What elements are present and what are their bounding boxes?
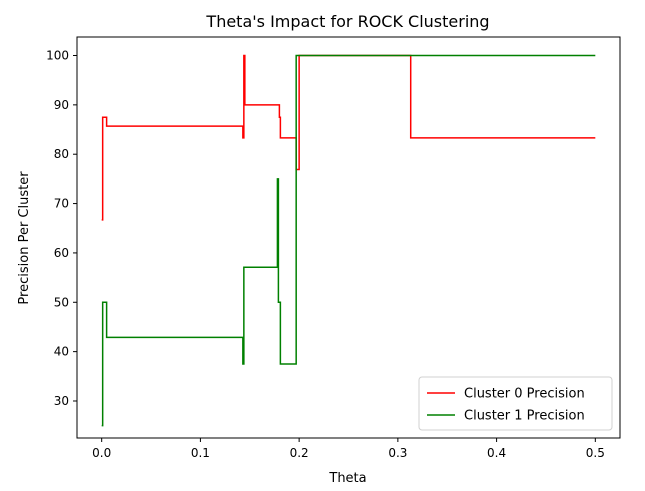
series-line-cluster-1 — [101, 54, 596, 427]
y-tick-label: 30 — [54, 394, 69, 408]
plot-frame — [76, 36, 621, 439]
plot-series — [101, 54, 596, 427]
legend-label-1: Cluster 1 Precision — [464, 409, 585, 424]
y-tick-label: 50 — [54, 295, 69, 309]
y-axis: 30 40 50 60 70 80 90 100 — [46, 49, 77, 408]
x-tick-label: 0.1 — [191, 446, 210, 460]
legend-box — [418, 376, 613, 431]
y-tick-label: 40 — [54, 345, 69, 359]
series-line-cluster-0 — [101, 54, 596, 221]
x-axis-label: Theta — [328, 471, 366, 486]
legend: Cluster 0 Precision Cluster 1 Precision — [418, 376, 613, 431]
legend-label-0: Cluster 0 Precision — [464, 387, 585, 402]
x-axis: 0.0 0.1 0.2 0.3 0.4 0.5 — [92, 438, 605, 460]
y-axis-label: Precision Per Cluster — [17, 171, 32, 305]
y-tick-label: 70 — [54, 197, 69, 211]
y-tick-label: 90 — [54, 98, 69, 112]
chart-title: Theta's Impact for ROCK Clustering — [205, 12, 489, 31]
x-tick-label: 0.2 — [290, 446, 309, 460]
x-tick-label: 0.5 — [586, 446, 605, 460]
y-tick-label: 100 — [46, 49, 69, 63]
y-tick-label: 60 — [54, 246, 69, 260]
x-tick-label: 0.0 — [92, 446, 111, 460]
x-tick-label: 0.3 — [388, 446, 407, 460]
x-tick-label: 0.4 — [487, 446, 506, 460]
y-tick-label: 80 — [54, 147, 69, 161]
